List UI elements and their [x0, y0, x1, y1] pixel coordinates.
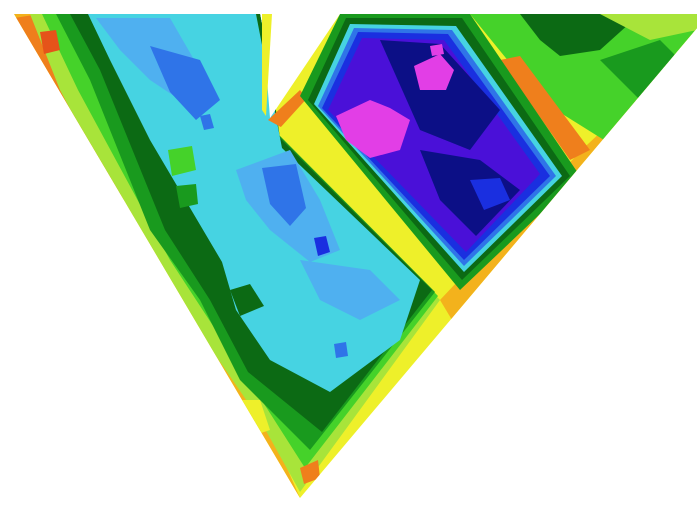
left-wing-sky-dot-2 [334, 342, 348, 358]
magenta-dot [430, 44, 444, 56]
